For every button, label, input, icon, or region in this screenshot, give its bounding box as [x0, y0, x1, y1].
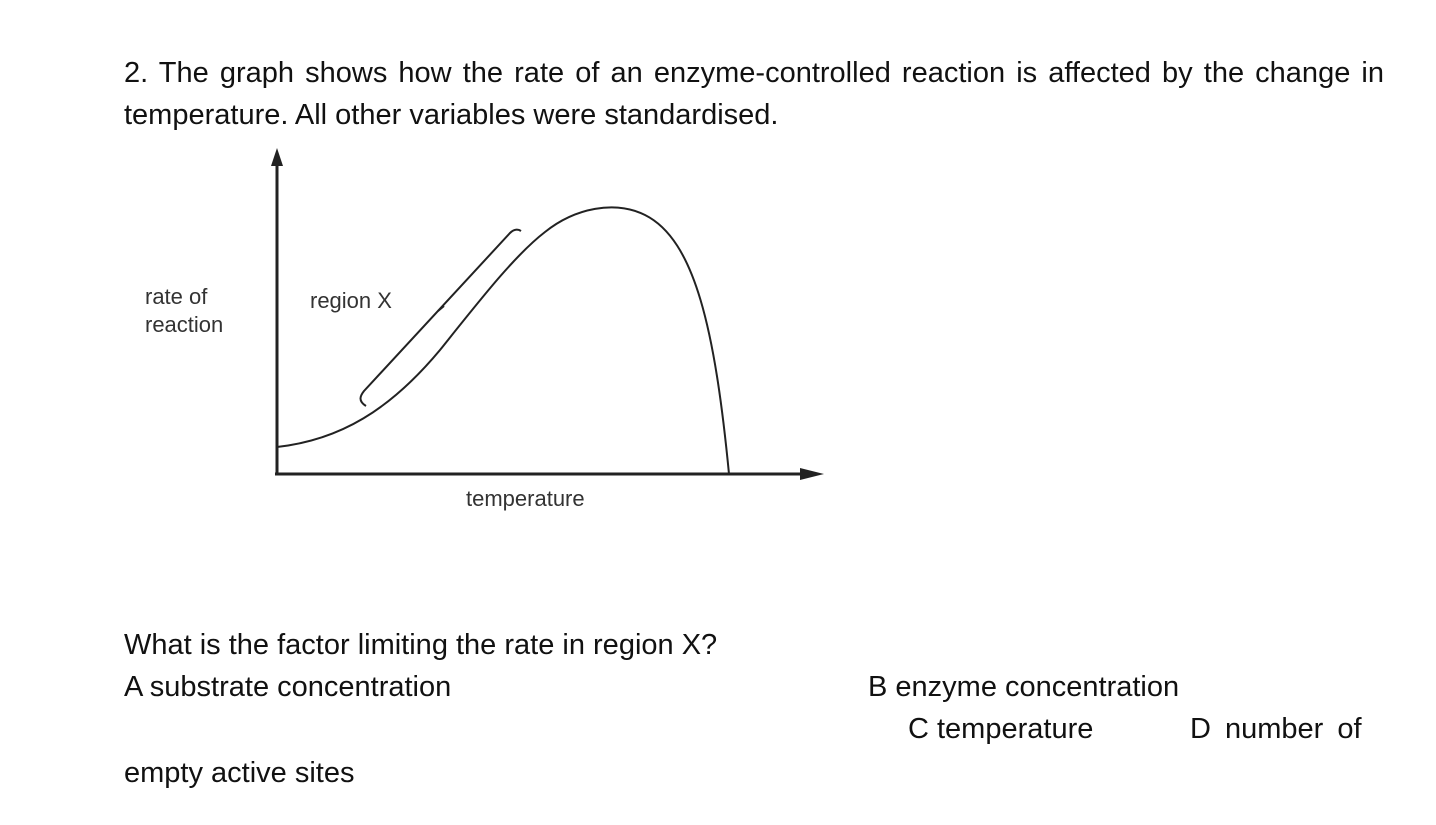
question-prompt: What is the factor limiting the rate in …: [124, 629, 718, 661]
y-axis-label-line1: rate of: [145, 284, 208, 309]
option-a: A substrate concentration: [124, 671, 452, 703]
option-d-line1: D number of: [1190, 713, 1362, 745]
option-d-line2: empty active sites: [124, 757, 355, 789]
rate-curve: [276, 206, 730, 475]
y-axis-arrowhead: [271, 148, 283, 166]
x-axis-label: temperature: [466, 486, 585, 511]
region-x-pointer: [437, 305, 445, 312]
region-x-label: region X: [310, 288, 392, 313]
x-axis-arrowhead: [800, 468, 824, 480]
option-b: B enzyme concentration: [868, 671, 1180, 703]
y-axis-label-line2: reaction: [145, 312, 223, 337]
region-x-bracket: [359, 228, 522, 407]
option-c: C temperature: [908, 713, 1094, 745]
question-stem: 2. The graph shows how the rate of an en…: [124, 57, 1384, 131]
